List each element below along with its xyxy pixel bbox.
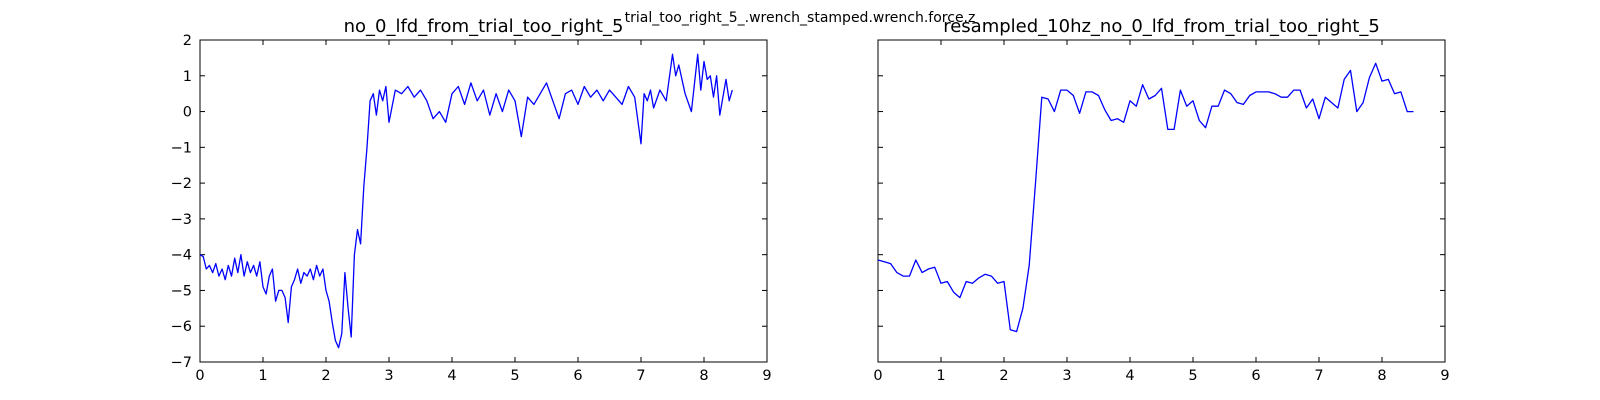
x-tick-label: 9 — [1440, 368, 1449, 384]
x-tick-label: 4 — [1125, 368, 1134, 384]
x-tick-label: 3 — [1062, 368, 1071, 384]
chart-title: no_0_lfd_from_trial_too_right_5 — [344, 16, 624, 37]
y-tick-label: −6 — [171, 319, 192, 335]
x-tick-label: 1 — [258, 368, 267, 384]
plot-area-frame — [199, 39, 768, 363]
x-tick-label: 6 — [573, 368, 582, 384]
plot-area-frame — [877, 39, 1446, 363]
x-tick-label: 7 — [1314, 368, 1323, 384]
x-tick-label: 0 — [195, 368, 204, 384]
series-line-0 — [199, 53, 733, 349]
x-tick-label: 2 — [321, 368, 330, 384]
x-tick-label: 6 — [1251, 368, 1260, 384]
left-axes-panel: 0 1 2 3 4 5 6 7 8 9 2 1 0 −1 −2 −3 −4 −5 −6 −7 no_0_lfd_from… — [171, 16, 772, 384]
series-line-0 — [877, 62, 1414, 333]
x-tick-label: 0 — [873, 368, 882, 384]
y-tick-label: 2 — [183, 33, 192, 49]
x-tick-label: 5 — [510, 368, 519, 384]
figure-suptitle: trial_too_right_5_.wrench_stamped.wrench… — [625, 10, 976, 26]
y-tick-label: 0 — [183, 105, 192, 121]
chart-title: resampled_10hz_no_0_lfd_from_trial_too_r… — [943, 16, 1380, 37]
x-tick-label: 2 — [999, 368, 1008, 384]
x-tick-label: 9 — [762, 368, 771, 384]
y-tick-label: −4 — [171, 248, 192, 264]
x-tick-label: 8 — [699, 368, 708, 384]
y-tick-label: −3 — [171, 212, 192, 228]
right-axes-panel: 0 1 2 3 4 5 6 7 8 9 resampled_10hz_no_0_lfd_from_t… — [873, 16, 1449, 384]
x-tick-label: 5 — [1188, 368, 1197, 384]
y-tick-label: −2 — [171, 176, 192, 192]
y-tick-label: −5 — [171, 283, 192, 299]
x-tick-label: 1 — [936, 368, 945, 384]
y-tick-label: −1 — [171, 140, 192, 156]
y-tick-label: 1 — [183, 69, 192, 85]
x-tick-label: 3 — [384, 368, 393, 384]
y-tick-label: −7 — [171, 355, 192, 371]
x-tick-label: 4 — [447, 368, 456, 384]
x-tick-label: 8 — [1377, 368, 1386, 384]
x-tick-label: 7 — [636, 368, 645, 384]
